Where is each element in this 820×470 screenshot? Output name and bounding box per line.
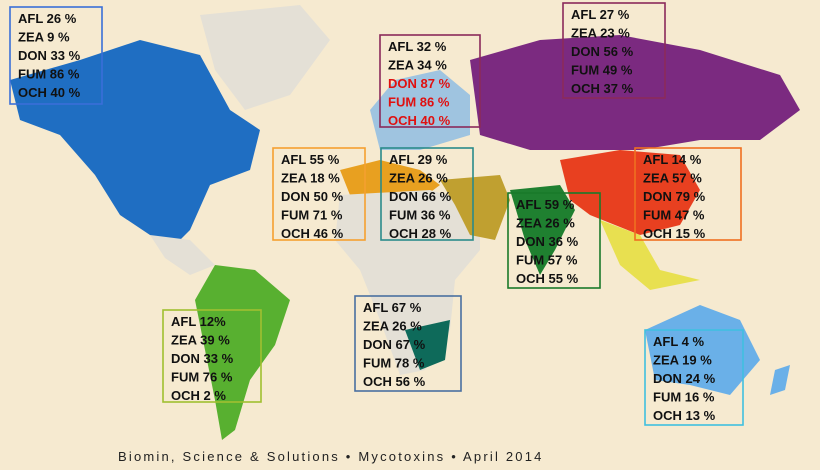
region-stat: ZEA 9 % [18, 30, 70, 45]
region-stat: OCH 13 % [653, 408, 716, 423]
footer: Biomin, Science & Solutions • Mycotoxins… [118, 449, 544, 464]
region-stat: FUM 78 % [363, 356, 425, 371]
region-stat: OCH 37 % [571, 81, 634, 96]
region-stat: ZEA 57 % [643, 171, 702, 186]
region-stat: AFL 32 % [388, 39, 447, 54]
region-stat: AFL 4 % [653, 334, 704, 349]
region-stat: DON 67 % [363, 337, 426, 352]
region-stat: AFL 26 % [18, 11, 77, 26]
region-stat: ZEA 26 % [516, 216, 575, 231]
region-stat: ZEA 26 % [389, 171, 448, 186]
region-stat: OCH 55 % [516, 271, 579, 286]
region-box [272, 147, 366, 241]
region-stat: AFL 67 % [363, 300, 422, 315]
region-box [380, 147, 474, 241]
region-stat: DON 56 % [571, 44, 634, 59]
region-stat: FUM 49 % [571, 63, 633, 78]
region-stat: ZEA 34 % [388, 58, 447, 73]
region-stat: AFL 29 % [389, 152, 448, 167]
region-stat: DON 79 % [643, 189, 706, 204]
greenland [200, 5, 330, 110]
region-stat: DON 33 % [171, 351, 234, 366]
region-stat: AFL 14 % [643, 152, 702, 167]
region-stat: AFL 55 % [281, 152, 340, 167]
region-stat: ZEA 19 % [653, 353, 712, 368]
region-box [354, 295, 462, 392]
region-stat: DON 24 % [653, 371, 716, 386]
region-stat: ZEA 18 % [281, 171, 340, 186]
north-america [10, 40, 260, 250]
southeast-asia [600, 220, 700, 290]
region-box [162, 309, 262, 403]
region-stat: DON 50 % [281, 189, 344, 204]
region-stat: OCH 15 % [643, 226, 706, 241]
region-stat: FUM 57 % [516, 253, 578, 268]
region-stat: OCH 40 % [18, 85, 81, 100]
australia [645, 305, 760, 395]
north-europe [370, 70, 470, 150]
region-box [379, 34, 481, 128]
region-stat: ZEA 39 % [171, 333, 230, 348]
region-stat: FUM 36 % [389, 208, 451, 223]
region-stat: FUM 86 % [388, 95, 450, 110]
region-stat: DON 66 % [389, 189, 452, 204]
region-stat: OCH 46 % [281, 226, 344, 241]
region-stat: DON 36 % [516, 234, 579, 249]
region-stat: OCH 56 % [363, 374, 426, 389]
india [510, 185, 575, 275]
region-box [507, 192, 601, 289]
region-stat: OCH 2 % [171, 388, 226, 403]
region-stat: OCH 28 % [389, 226, 452, 241]
region-stat: AFL 59 % [516, 197, 575, 212]
region-stat: ZEA 26 % [363, 319, 422, 334]
region-stat: ZEA 23 % [571, 26, 630, 41]
region-stat: DON 87 % [388, 76, 451, 91]
region-stat: AFL 12% [171, 314, 226, 329]
region-stat: FUM 71 % [281, 208, 343, 223]
region-stat: OCH 40 % [388, 113, 451, 128]
south-africa [405, 320, 450, 370]
region-stat: AFL 27 % [571, 7, 630, 22]
region-box [644, 329, 744, 426]
china [560, 150, 700, 235]
region-box [634, 147, 742, 241]
central-america [150, 235, 215, 275]
new-zealand [770, 365, 790, 395]
south-america [195, 265, 290, 440]
region-stat: FUM 47 % [643, 208, 705, 223]
region-box [9, 6, 103, 105]
region-stat: FUM 76 % [171, 370, 233, 385]
region-stat: FUM 86 % [18, 67, 80, 82]
russia [470, 35, 800, 150]
region-stat: DON 33 % [18, 48, 81, 63]
region-box [562, 2, 666, 99]
middle-east [440, 175, 510, 240]
region-stat: FUM 16 % [653, 390, 715, 405]
